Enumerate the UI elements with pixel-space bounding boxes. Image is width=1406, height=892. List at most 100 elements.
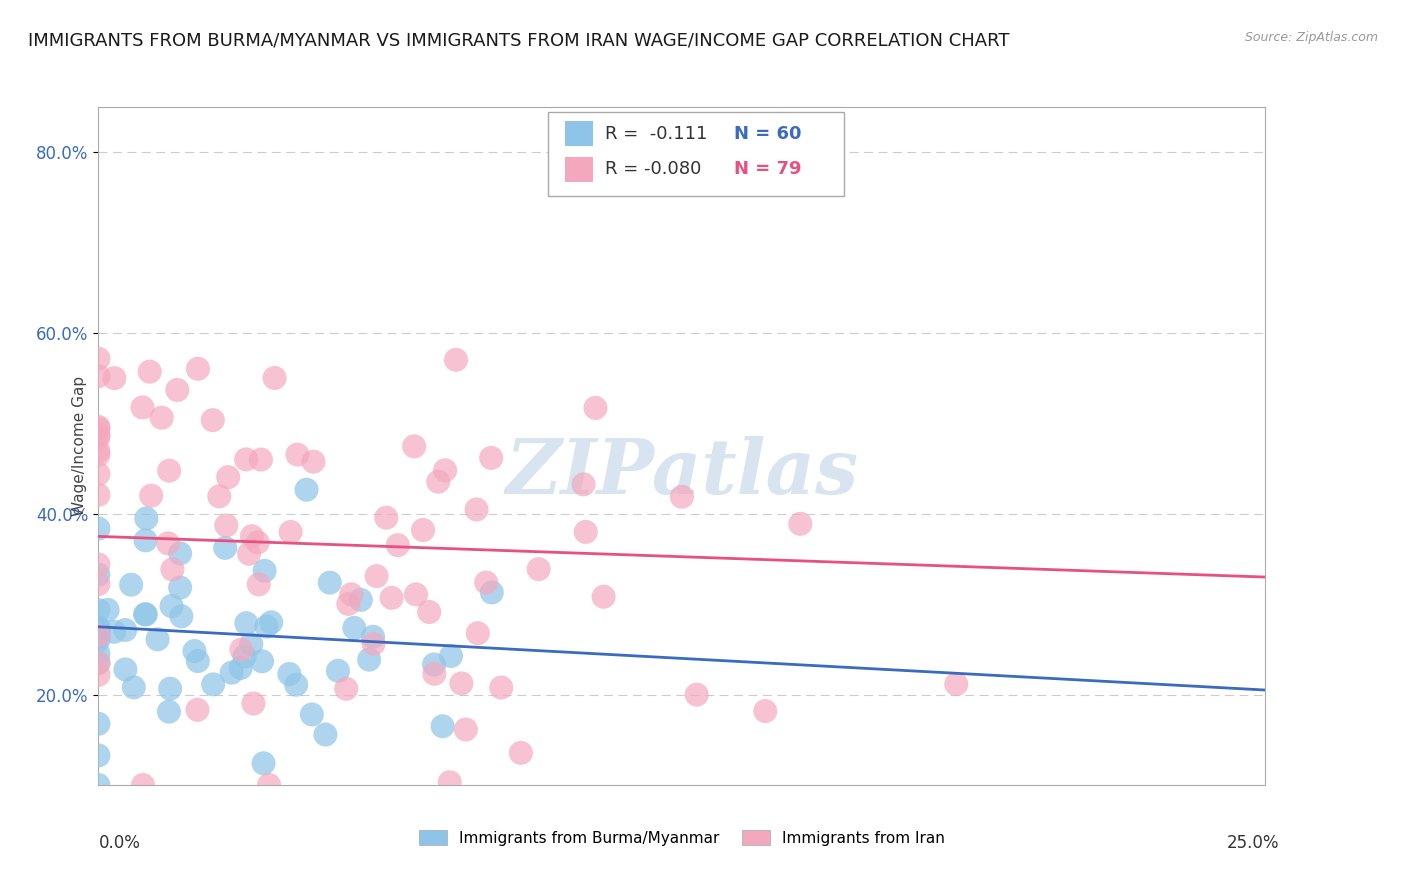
Point — [208, 489, 231, 503]
Point — [159, 681, 181, 696]
Point — [139, 365, 162, 379]
Point — [375, 510, 398, 524]
Point — [343, 621, 366, 635]
Point — [87, 668, 110, 682]
Point — [87, 488, 110, 502]
Point — [87, 369, 110, 384]
Point — [162, 562, 184, 576]
Point — [260, 615, 283, 630]
Point — [97, 603, 120, 617]
Point — [467, 626, 489, 640]
Point — [87, 656, 110, 670]
Point — [87, 420, 110, 434]
Point — [169, 546, 191, 560]
Point — [87, 522, 110, 536]
Point — [141, 489, 163, 503]
Point — [314, 727, 336, 741]
Point — [183, 644, 205, 658]
Point — [201, 413, 224, 427]
Point — [319, 575, 342, 590]
Point — [481, 585, 503, 599]
Point — [250, 654, 273, 668]
Text: R = -0.080: R = -0.080 — [605, 161, 702, 178]
Point — [214, 541, 236, 555]
Point — [87, 621, 110, 635]
Point — [405, 587, 427, 601]
Point — [166, 383, 188, 397]
Point — [404, 439, 426, 453]
Point — [135, 533, 157, 548]
Point — [256, 619, 278, 633]
Point — [335, 681, 357, 696]
Point — [240, 529, 263, 543]
Point — [187, 654, 209, 668]
Point — [280, 524, 302, 539]
Text: ZIPatlas: ZIPatlas — [505, 436, 859, 510]
Point — [434, 463, 457, 477]
Point — [509, 746, 531, 760]
Point — [87, 629, 110, 643]
Point — [263, 371, 285, 385]
Point — [479, 450, 502, 465]
Point — [686, 688, 709, 702]
Text: 25.0%: 25.0% — [1227, 834, 1279, 852]
Point — [238, 547, 260, 561]
Point — [454, 723, 477, 737]
Point — [381, 591, 404, 605]
Point — [302, 455, 325, 469]
Point — [439, 775, 461, 789]
Point — [444, 352, 467, 367]
Point — [87, 748, 110, 763]
Point — [87, 558, 110, 572]
Point — [789, 516, 811, 531]
Point — [340, 587, 363, 601]
Point — [527, 562, 550, 576]
Point — [432, 719, 454, 733]
Point — [363, 637, 385, 651]
Point — [87, 467, 110, 481]
Point — [361, 630, 384, 644]
Point — [278, 667, 301, 681]
Point — [285, 678, 308, 692]
Point — [186, 703, 208, 717]
Text: Source: ZipAtlas.com: Source: ZipAtlas.com — [1244, 31, 1378, 45]
Point — [221, 665, 243, 680]
Point — [945, 677, 967, 691]
Point — [157, 705, 180, 719]
Point — [575, 524, 598, 539]
Point — [134, 607, 156, 622]
Point — [235, 452, 257, 467]
Point — [491, 681, 513, 695]
Point — [233, 649, 256, 664]
Point — [169, 581, 191, 595]
Y-axis label: Wage/Income Gap: Wage/Income Gap — [72, 376, 87, 516]
Point — [366, 569, 388, 583]
Point — [114, 662, 136, 676]
Point — [337, 597, 360, 611]
Point — [87, 448, 110, 462]
Point — [229, 661, 252, 675]
Point — [585, 401, 607, 415]
Point — [247, 577, 270, 591]
Point — [87, 422, 110, 436]
Point — [202, 677, 225, 691]
Point — [157, 536, 180, 550]
Point — [87, 603, 110, 617]
Point — [423, 666, 446, 681]
Point — [215, 518, 238, 533]
Point — [103, 371, 125, 385]
Point — [87, 624, 110, 638]
Point — [287, 448, 309, 462]
Point — [359, 653, 381, 667]
Point — [754, 704, 776, 718]
Point — [326, 664, 349, 678]
Point — [87, 351, 110, 366]
Point — [132, 778, 155, 792]
Point — [131, 401, 153, 415]
Point — [187, 361, 209, 376]
Point — [135, 607, 157, 622]
Point — [450, 676, 472, 690]
Point — [120, 577, 142, 591]
Point — [350, 593, 373, 607]
Point — [87, 443, 110, 458]
